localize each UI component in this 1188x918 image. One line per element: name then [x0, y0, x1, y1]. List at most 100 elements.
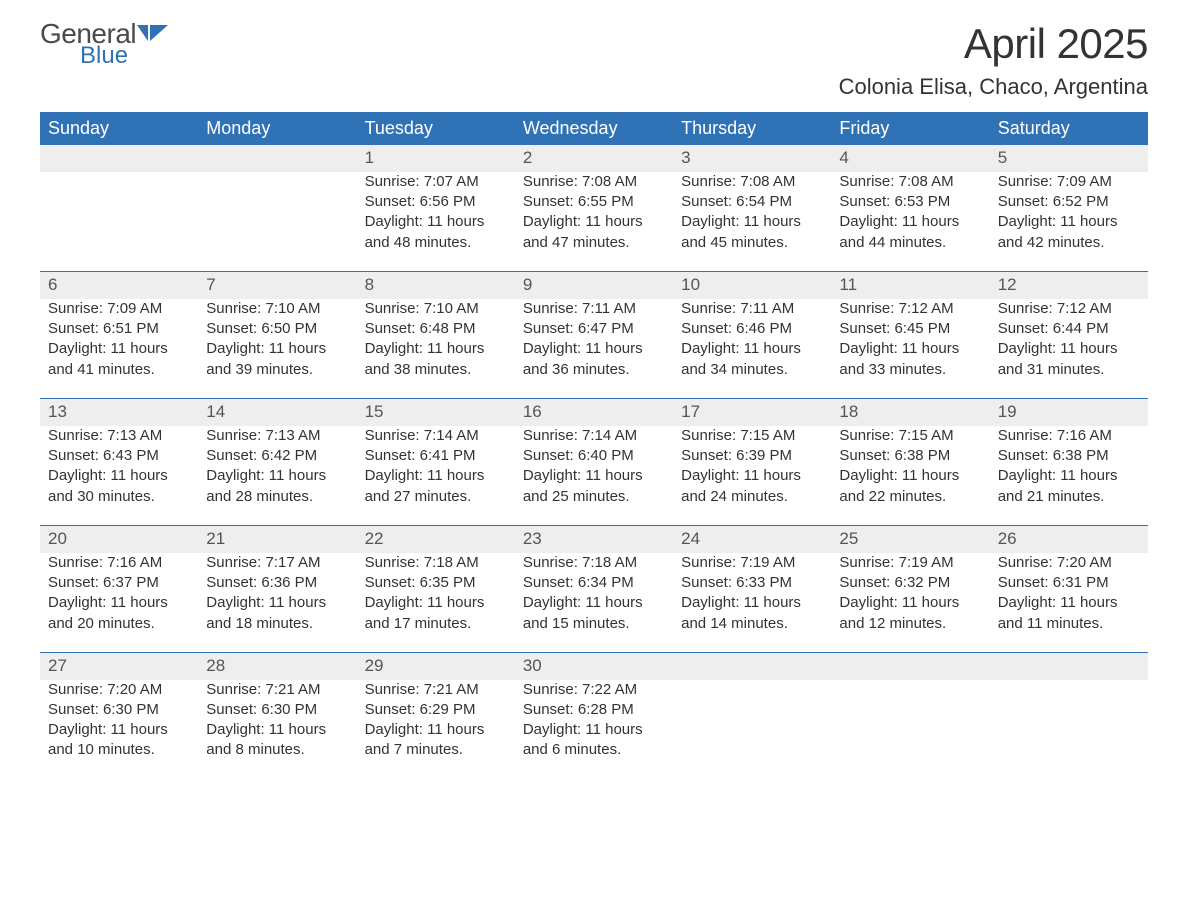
- daylight-line: Daylight: 11 hours: [523, 593, 665, 613]
- day-number: 28: [206, 656, 225, 675]
- daylight-line: and 18 minutes.: [206, 614, 348, 634]
- daylight-line: and 6 minutes.: [523, 740, 665, 760]
- weekday-header: Sunday: [40, 112, 198, 145]
- sunrise-line: Sunrise: 7:07 AM: [365, 172, 507, 192]
- daylight-line: Daylight: 11 hours: [365, 720, 507, 740]
- day-number: 13: [48, 402, 67, 421]
- sunset-line: Sunset: 6:35 PM: [365, 573, 507, 593]
- daylight-line: Daylight: 11 hours: [523, 466, 665, 486]
- day-number-cell: 20: [40, 525, 198, 552]
- weekday-header: Monday: [198, 112, 356, 145]
- sunset-line: Sunset: 6:40 PM: [523, 446, 665, 466]
- day-number-cell: 25: [831, 525, 989, 552]
- day-number: 4: [839, 148, 848, 167]
- sunset-line: Sunset: 6:38 PM: [998, 446, 1140, 466]
- daylight-line: Daylight: 11 hours: [48, 720, 190, 740]
- day-detail-cell: Sunrise: 7:07 AMSunset: 6:56 PMDaylight:…: [357, 172, 515, 272]
- day-detail-cell: [831, 680, 989, 779]
- day-number-row: 6789101112: [40, 271, 1148, 298]
- day-number-row: 20212223242526: [40, 525, 1148, 552]
- sunrise-line: Sunrise: 7:10 AM: [365, 299, 507, 319]
- daylight-line: and 8 minutes.: [206, 740, 348, 760]
- sunset-line: Sunset: 6:51 PM: [48, 319, 190, 339]
- sunset-line: Sunset: 6:30 PM: [48, 700, 190, 720]
- day-number: 16: [523, 402, 542, 421]
- daylight-line: Daylight: 11 hours: [206, 339, 348, 359]
- sunrise-line: Sunrise: 7:13 AM: [48, 426, 190, 446]
- month-title: April 2025: [839, 20, 1148, 68]
- day-detail-row: Sunrise: 7:20 AMSunset: 6:30 PMDaylight:…: [40, 680, 1148, 779]
- day-number: 17: [681, 402, 700, 421]
- day-number-cell: 27: [40, 652, 198, 679]
- daylight-line: and 45 minutes.: [681, 233, 823, 253]
- sunrise-line: Sunrise: 7:09 AM: [998, 172, 1140, 192]
- day-number-cell: [831, 652, 989, 679]
- day-number: 2: [523, 148, 532, 167]
- day-number: 14: [206, 402, 225, 421]
- sunset-line: Sunset: 6:52 PM: [998, 192, 1140, 212]
- day-detail-cell: Sunrise: 7:08 AMSunset: 6:54 PMDaylight:…: [673, 172, 831, 272]
- sunset-line: Sunset: 6:46 PM: [681, 319, 823, 339]
- sunrise-line: Sunrise: 7:14 AM: [365, 426, 507, 446]
- daylight-line: and 41 minutes.: [48, 360, 190, 380]
- daylight-line: and 10 minutes.: [48, 740, 190, 760]
- day-number-row: 13141516171819: [40, 398, 1148, 425]
- day-number-cell: 15: [357, 398, 515, 425]
- daylight-line: and 20 minutes.: [48, 614, 190, 634]
- daylight-line: Daylight: 11 hours: [206, 466, 348, 486]
- sunset-line: Sunset: 6:38 PM: [839, 446, 981, 466]
- sunrise-line: Sunrise: 7:17 AM: [206, 553, 348, 573]
- daylight-line: and 21 minutes.: [998, 487, 1140, 507]
- day-number-cell: [990, 652, 1148, 679]
- day-detail-cell: Sunrise: 7:21 AMSunset: 6:30 PMDaylight:…: [198, 680, 356, 779]
- day-number-row: 12345: [40, 145, 1148, 172]
- day-number: 11: [839, 275, 857, 294]
- daylight-line: and 31 minutes.: [998, 360, 1140, 380]
- day-detail-cell: Sunrise: 7:10 AMSunset: 6:48 PMDaylight:…: [357, 299, 515, 399]
- daylight-line: Daylight: 11 hours: [998, 466, 1140, 486]
- sunrise-line: Sunrise: 7:18 AM: [365, 553, 507, 573]
- day-number: 23: [523, 529, 542, 548]
- daylight-line: and 22 minutes.: [839, 487, 981, 507]
- sunset-line: Sunset: 6:32 PM: [839, 573, 981, 593]
- daylight-line: and 48 minutes.: [365, 233, 507, 253]
- day-number-cell: 5: [990, 145, 1148, 172]
- day-number-cell: [673, 652, 831, 679]
- daylight-line: Daylight: 11 hours: [839, 466, 981, 486]
- daylight-line: Daylight: 11 hours: [48, 593, 190, 613]
- day-detail-cell: Sunrise: 7:12 AMSunset: 6:44 PMDaylight:…: [990, 299, 1148, 399]
- day-number: 25: [839, 529, 858, 548]
- daylight-line: Daylight: 11 hours: [48, 466, 190, 486]
- day-detail-cell: Sunrise: 7:16 AMSunset: 6:37 PMDaylight:…: [40, 553, 198, 653]
- daylight-line: Daylight: 11 hours: [365, 593, 507, 613]
- day-detail-cell: Sunrise: 7:08 AMSunset: 6:55 PMDaylight:…: [515, 172, 673, 272]
- day-detail-cell: Sunrise: 7:20 AMSunset: 6:30 PMDaylight:…: [40, 680, 198, 779]
- day-detail-cell: Sunrise: 7:08 AMSunset: 6:53 PMDaylight:…: [831, 172, 989, 272]
- day-number-cell: 29: [357, 652, 515, 679]
- sunset-line: Sunset: 6:44 PM: [998, 319, 1140, 339]
- sunset-line: Sunset: 6:43 PM: [48, 446, 190, 466]
- sunrise-line: Sunrise: 7:18 AM: [523, 553, 665, 573]
- daylight-line: and 7 minutes.: [365, 740, 507, 760]
- daylight-line: Daylight: 11 hours: [681, 593, 823, 613]
- day-number: 27: [48, 656, 67, 675]
- day-detail-cell: Sunrise: 7:18 AMSunset: 6:35 PMDaylight:…: [357, 553, 515, 653]
- sunset-line: Sunset: 6:56 PM: [365, 192, 507, 212]
- sunrise-line: Sunrise: 7:09 AM: [48, 299, 190, 319]
- sunset-line: Sunset: 6:39 PM: [681, 446, 823, 466]
- daylight-line: and 27 minutes.: [365, 487, 507, 507]
- sunset-line: Sunset: 6:42 PM: [206, 446, 348, 466]
- day-number-cell: 4: [831, 145, 989, 172]
- sunrise-line: Sunrise: 7:19 AM: [681, 553, 823, 573]
- daylight-line: Daylight: 11 hours: [839, 593, 981, 613]
- day-number: 26: [998, 529, 1017, 548]
- daylight-line: and 28 minutes.: [206, 487, 348, 507]
- day-number-cell: 9: [515, 271, 673, 298]
- day-number-cell: 12: [990, 271, 1148, 298]
- day-number: 29: [365, 656, 384, 675]
- day-number: 24: [681, 529, 700, 548]
- sunset-line: Sunset: 6:48 PM: [365, 319, 507, 339]
- location-line: Colonia Elisa, Chaco, Argentina: [839, 74, 1148, 100]
- day-number: 15: [365, 402, 384, 421]
- day-detail-cell: [40, 172, 198, 272]
